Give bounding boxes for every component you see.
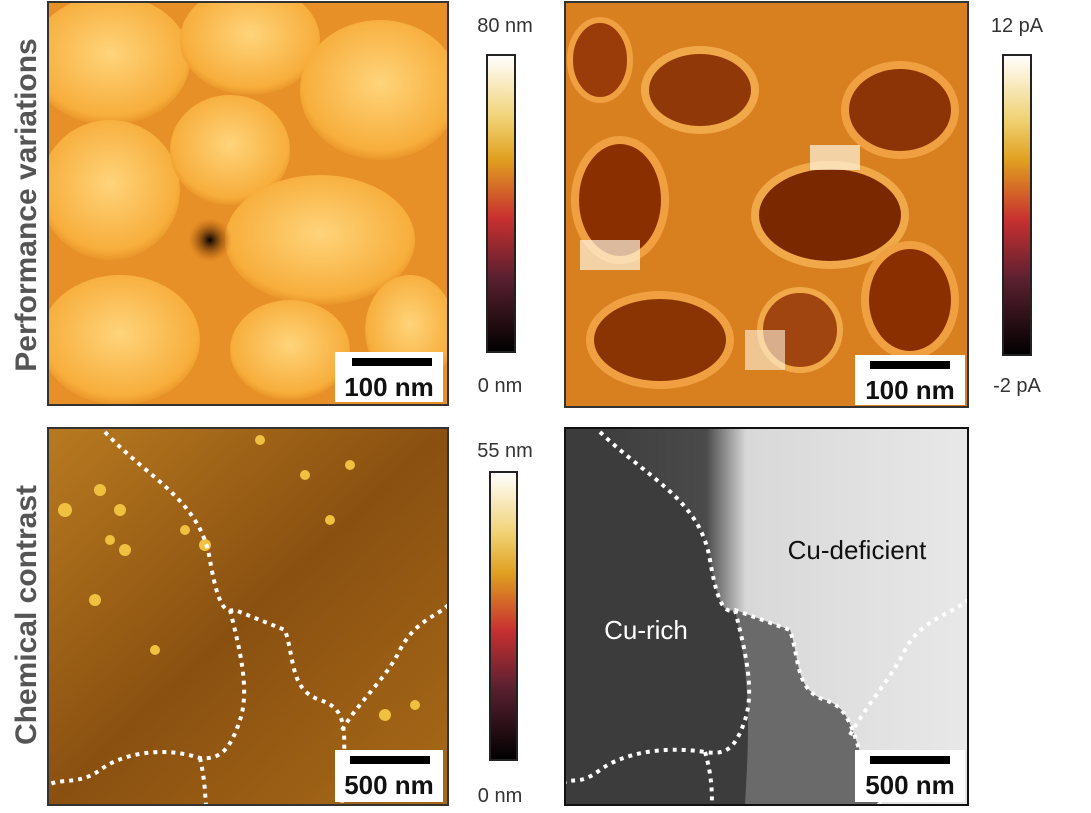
scale-bar: 500 nm (335, 750, 443, 802)
annotation: Cu-rich (604, 615, 688, 645)
colorbar (1002, 54, 1032, 356)
chemical-topography-image (48, 428, 448, 805)
colorbar (486, 54, 516, 353)
colorbar-max: 80 nm (477, 15, 533, 37)
colorbar-max: 55 nm (477, 440, 533, 462)
scale-bar-label: 500 nm (344, 770, 434, 800)
colorbar-min: -2 pA (993, 375, 1041, 397)
scale-bar-label: 100 nm (344, 372, 434, 402)
colorbar (489, 471, 518, 761)
current-image (565, 2, 968, 407)
colorbar-max: 12 pA (991, 15, 1044, 37)
scale-bar: 100 nm (855, 355, 965, 405)
scale-bar: 100 nm (335, 352, 443, 402)
sem-image: Cu-deficient Cu-rich (565, 428, 968, 805)
row-label: Performance variations (10, 38, 43, 371)
scale-bar: 500 nm (855, 750, 965, 802)
annotation: Cu-deficient (788, 535, 928, 565)
colorbar-min: 0 nm (478, 785, 522, 807)
colorbar-min: 0 nm (478, 375, 522, 397)
row-label: Chemical contrast (10, 485, 43, 745)
scale-bar-label: 100 nm (865, 375, 955, 405)
scale-bar-label: 500 nm (865, 770, 955, 800)
topography-image (48, 2, 448, 405)
